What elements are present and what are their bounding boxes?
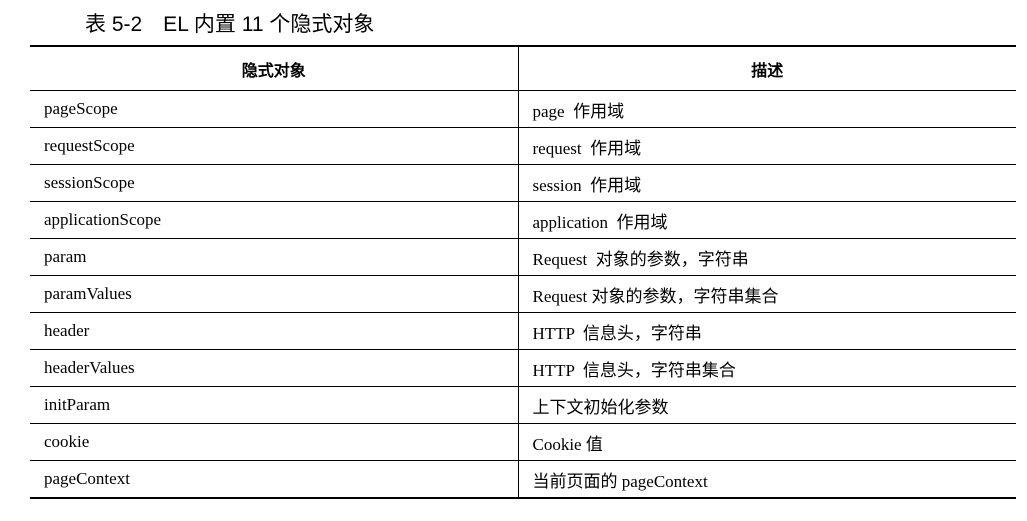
table-header-row: 隐式对象 描述	[30, 46, 1016, 91]
table-row: requestScope request 作用域	[30, 127, 1016, 165]
table-row: applicationScope application 作用域	[30, 201, 1016, 239]
implicit-object-cell: paramValues	[30, 275, 519, 313]
implicit-objects-table: 隐式对象 描述 pageScope page 作用域 requestScope req…	[30, 45, 1016, 499]
table-row: initParam 上下文初始化参数	[30, 386, 1016, 424]
table-row: pageScope page 作用域	[30, 90, 1016, 128]
table-row: headerValues HTTP 信息头，字符串集合	[30, 349, 1016, 387]
implicit-object-cell: pageContext	[30, 460, 519, 498]
description-cell: HTTP 信息头，字符串集合	[518, 349, 1016, 387]
description-cell: Request 对象的参数，字符串	[518, 238, 1016, 276]
table-row: paramValues Request 对象的参数，字符串集合	[30, 275, 1016, 313]
header-implicit-object: 隐式对象	[30, 46, 519, 91]
implicit-object-cell: requestScope	[30, 127, 519, 165]
description-cell: application 作用域	[518, 201, 1016, 239]
table-row: param Request 对象的参数，字符串	[30, 238, 1016, 276]
table-row: pageContext 当前页面的 pageContext	[30, 460, 1016, 498]
implicit-object-cell: headerValues	[30, 349, 519, 387]
implicit-object-cell: sessionScope	[30, 164, 519, 202]
description-cell: page 作用域	[518, 90, 1016, 128]
implicit-object-cell: applicationScope	[30, 201, 519, 239]
table-row: sessionScope session 作用域	[30, 164, 1016, 202]
header-description: 描述	[518, 46, 1016, 91]
description-cell: 上下文初始化参数	[518, 386, 1016, 424]
description-cell: HTTP 信息头，字符串	[518, 312, 1016, 350]
description-cell: Cookie 值	[518, 423, 1016, 461]
table-row: cookie Cookie 值	[30, 423, 1016, 461]
implicit-object-cell: header	[30, 312, 519, 350]
implicit-object-cell: pageScope	[30, 90, 519, 128]
implicit-object-cell: param	[30, 238, 519, 276]
implicit-object-cell: initParam	[30, 386, 519, 424]
description-cell: Request 对象的参数，字符串集合	[518, 275, 1016, 313]
table-row: header HTTP 信息头，字符串	[30, 312, 1016, 350]
implicit-object-cell: cookie	[30, 423, 519, 461]
description-cell: 当前页面的 pageContext	[532, 471, 708, 491]
description-cell: request 作用域	[518, 127, 1016, 165]
table-caption: 表 5-2 EL 内置 11 个隐式对象	[85, 13, 375, 36]
description-cell: session 作用域	[518, 164, 1016, 202]
